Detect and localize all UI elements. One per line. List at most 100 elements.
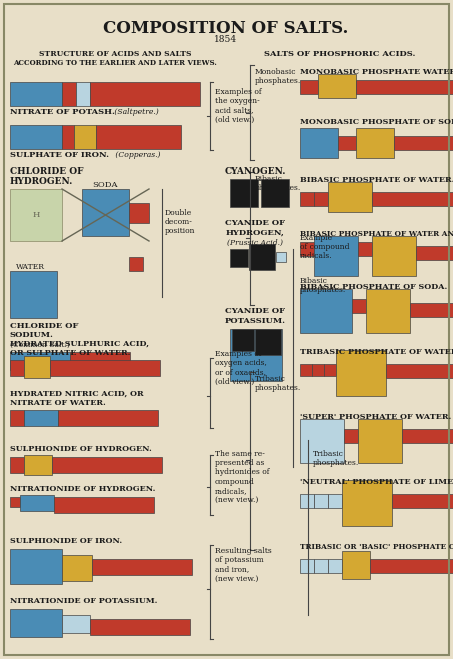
Bar [90,619,190,635]
Bar [20,495,54,511]
Bar [62,125,74,149]
Text: 'SUPER' PHOSPHATE OF WATER.: 'SUPER' PHOSPHATE OF WATER. [300,413,451,421]
Bar [54,497,154,513]
Bar [358,242,372,256]
Bar [52,457,162,473]
Text: (Prussic Acid.): (Prussic Acid.) [227,239,283,247]
Text: CYANIDE OF: CYANIDE OF [225,307,285,315]
Bar [62,555,92,581]
Text: ACCORDING TO THE EARLIER AND LATER VIEWS.: ACCORDING TO THE EARLIER AND LATER VIEWS… [13,59,217,67]
Bar [300,289,352,333]
Bar [300,80,318,94]
Text: HYDRATED NITRIC ACID, OR: HYDRATED NITRIC ACID, OR [10,390,144,398]
Text: SULPHIONIDE OF HYDROGEN.: SULPHIONIDE OF HYDROGEN. [10,445,152,453]
Bar [386,364,453,378]
Bar [129,203,149,223]
Text: NITRATIONIDE OF HYDROGEN.: NITRATIONIDE OF HYDROGEN. [10,485,155,493]
Bar [314,559,328,573]
Text: TRIBASIC PHOSPHATE OF WATER.: TRIBASIC PHOSPHATE OF WATER. [300,348,453,356]
Text: CYANIDE OF: CYANIDE OF [225,219,285,227]
Text: COMPOSITION OF SALTS.: COMPOSITION OF SALTS. [103,20,349,37]
Text: OR SULPHATE OF WATER.: OR SULPHATE OF WATER. [10,349,130,357]
Bar [10,497,20,507]
Bar [328,494,342,508]
Text: The same re-
presented as
hydrionides of
compound
radicals,
(new view.): The same re- presented as hydrionides of… [215,450,270,504]
Bar [62,615,90,633]
Bar [356,80,453,94]
Bar [24,356,50,378]
Bar [10,82,62,106]
Bar [276,252,286,262]
Bar [10,457,24,473]
Bar [300,242,314,256]
Bar [255,329,281,355]
Text: (Common Salt.): (Common Salt.) [10,341,70,349]
Bar [370,559,453,573]
Text: BIBASIC PHOSPHATE OF WATER AND SODA.: BIBASIC PHOSPHATE OF WATER AND SODA. [300,230,453,238]
Bar [314,192,328,206]
Bar [352,299,366,313]
Bar [10,609,62,637]
Bar [416,246,453,260]
Bar [372,236,416,276]
Bar [10,360,24,376]
Bar [70,352,130,370]
Bar [358,419,402,463]
Text: TRIBASIC OR 'BASIC' PHOSPHATE OF LIME.: TRIBASIC OR 'BASIC' PHOSPHATE OF LIME. [300,543,453,551]
Bar [324,364,336,376]
Bar [328,559,342,573]
Text: HYDRATED SULPHURIC ACID,: HYDRATED SULPHURIC ACID, [10,340,149,348]
Text: WATER: WATER [15,263,44,271]
Bar [372,192,453,206]
Bar [356,128,394,158]
Text: POTASSIUM.: POTASSIUM. [225,317,285,325]
Bar [62,82,76,106]
Text: BIBASIC PHOSPHATE OF SODA.: BIBASIC PHOSPHATE OF SODA. [300,283,447,291]
Text: 'NEUTRAL' PHOSPHATE OF LIME.: 'NEUTRAL' PHOSPHATE OF LIME. [300,478,453,486]
Bar [394,136,453,150]
Text: NITRATE OF POTASH.: NITRATE OF POTASH. [10,108,115,116]
Text: Tribasic
phosphates.: Tribasic phosphates. [313,450,359,467]
Bar [318,74,356,98]
Bar [10,549,62,584]
Bar [300,559,314,573]
Text: SULPHATE OF IRON.: SULPHATE OF IRON. [10,151,109,159]
Text: NITRATIONIDE OF POTASSIUM.: NITRATIONIDE OF POTASSIUM. [10,597,157,605]
Bar [10,352,70,370]
Text: BIBASIC PHOSPHATE OF WATER.: BIBASIC PHOSPHATE OF WATER. [300,176,453,184]
Bar [232,329,254,351]
Text: SODIUM.: SODIUM. [10,331,54,339]
Text: HYDROGEN,: HYDROGEN, [226,229,284,237]
Text: Examples of
the oxygen-
acid salts,
(old view.): Examples of the oxygen- acid salts, (old… [215,88,262,124]
Bar [24,455,52,475]
Bar [58,410,158,426]
Bar [344,429,358,443]
Text: CYANOGEN.: CYANOGEN. [224,167,286,176]
Text: H: H [32,211,40,219]
Text: SODA: SODA [92,181,118,189]
Bar [24,410,58,426]
Bar [10,125,62,149]
Bar [92,559,192,575]
Bar [300,128,338,158]
Text: Monobasic
phosphates.: Monobasic phosphates. [255,68,301,85]
Text: Resulting salts
of potassium
and iron,
(new view.): Resulting salts of potassium and iron, (… [215,547,272,583]
Text: (Saltpetre.): (Saltpetre.) [112,108,159,116]
Text: Examples of
oxygen acids,
or of oxacids,
(old view.): Examples of oxygen acids, or of oxacids,… [215,350,267,386]
Text: MONOBASIC PHOSPHATE WATER.: MONOBASIC PHOSPHATE WATER. [300,68,453,76]
Text: Bibasic
phosphates.: Bibasic phosphates. [255,175,301,192]
Bar [410,303,453,317]
Bar [336,350,386,396]
Text: Double
decom-
position: Double decom- position [165,209,196,235]
Text: MONOBASIC PHOSPHATE OF SODA.: MONOBASIC PHOSPHATE OF SODA. [300,118,453,126]
Text: STRUCTURE OF ACIDS AND SALTS: STRUCTURE OF ACIDS AND SALTS [39,50,191,58]
Bar [90,82,200,106]
Bar [300,419,344,463]
Bar [129,257,143,271]
Bar [76,82,90,106]
Bar [366,289,410,333]
Bar [82,189,129,236]
Text: SALTS OF PHOSPHORIC ACIDS.: SALTS OF PHOSPHORIC ACIDS. [264,50,416,58]
Bar [10,410,24,426]
Bar [342,480,392,526]
